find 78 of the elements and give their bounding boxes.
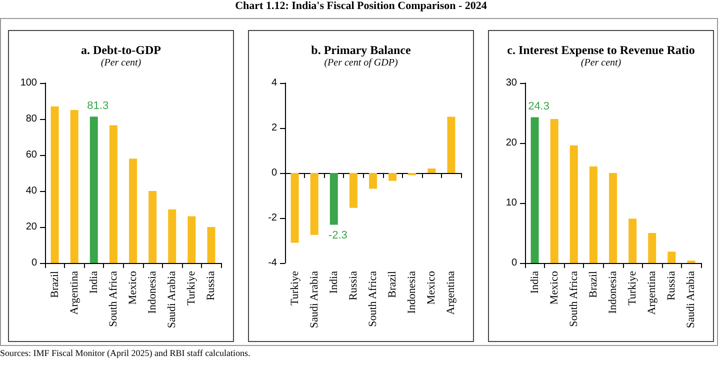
x-tick-label: Indonesia	[146, 270, 159, 314]
x-tick-label: South Africa	[568, 270, 580, 327]
x-tick-label: Indonesia	[607, 270, 619, 314]
y-tick-label: 80	[26, 114, 38, 124]
x-tick-label: Mexico	[426, 270, 438, 305]
bar	[668, 252, 676, 263]
chart-title: b. Primary Balance	[311, 43, 412, 57]
y-tick-label: 10	[506, 198, 518, 208]
y-tick-label: 40	[26, 186, 38, 196]
bar	[90, 116, 98, 263]
y-tick-label: 20	[506, 138, 518, 148]
x-tick-label: Russia	[205, 270, 218, 300]
x-tick-label: Brazil	[48, 271, 61, 298]
bar	[50, 106, 59, 263]
y-tick-label: 4	[271, 78, 278, 88]
bar	[609, 173, 617, 263]
y-tick-label: 30	[506, 78, 518, 88]
x-tick-label: Mexico	[548, 270, 560, 305]
x-tick-label: Turkiye	[288, 270, 301, 306]
caption: Chart 1.12: India's Fiscal Position Comparison - 2024	[234, 0, 488, 12]
x-tick-label: Brazil	[587, 271, 600, 298]
y-tick-label: 0	[31, 258, 38, 268]
data-label: 24.3	[528, 100, 550, 113]
bar	[188, 216, 196, 263]
x-tick-label: India	[528, 270, 541, 294]
bar	[388, 173, 397, 181]
chart-title: c. Interest Expense to Revenue Ratio	[507, 43, 695, 57]
x-tick-label: Saudi Arabia	[685, 270, 698, 328]
x-tick-label: Argentina	[445, 270, 458, 315]
y-tick-label: 20	[26, 222, 38, 232]
x-tick-label: Saudi Arabia	[166, 270, 178, 328]
y-tick-label: 60	[26, 150, 38, 160]
data-label: -2.3	[328, 229, 348, 242]
x-tick-label: India	[88, 270, 100, 294]
bar	[648, 233, 656, 263]
y-tick-label: 0	[271, 168, 278, 178]
chart-title: a. Debt-to-GDP	[81, 43, 161, 57]
y-tick-label: 100	[20, 78, 38, 88]
bar	[349, 173, 358, 208]
bar	[570, 145, 578, 263]
x-tick-label: Russia	[666, 270, 678, 300]
bar	[310, 173, 318, 235]
x-tick-label: Argentina	[646, 270, 658, 315]
bar	[550, 119, 558, 263]
bar	[428, 168, 436, 173]
y-tick-label: 0	[511, 258, 518, 268]
bar	[530, 117, 539, 263]
y-tick-label: -2	[268, 212, 278, 224]
x-tick-label: Turkiye	[186, 270, 198, 306]
x-tick-label: India	[328, 270, 340, 294]
x-tick-label: Brazil	[386, 271, 399, 298]
bar	[168, 209, 176, 263]
bar	[589, 166, 598, 263]
bar	[207, 227, 216, 263]
x-tick-label: Mexico	[127, 270, 139, 305]
x-tick-label: Argentina	[68, 270, 80, 315]
x-tick-label: South Africa	[107, 270, 120, 327]
bar	[628, 218, 637, 263]
chart-subtitle: (Per cent of GDP)	[324, 58, 398, 68]
bar	[330, 173, 338, 225]
x-tick-label: Saudi Arabia	[308, 270, 320, 328]
bar	[369, 173, 377, 189]
y-tick-label: 2	[271, 122, 278, 134]
data-label: 81.3	[87, 100, 109, 112]
bar	[447, 116, 456, 173]
chart-subtitle: (Per cent)	[580, 58, 622, 68]
x-tick-label: Russia	[347, 270, 360, 300]
x-tick-label: Turkiye	[626, 270, 639, 306]
x-tick-label: Indonesia	[406, 270, 418, 314]
x-tick-label: South Africa	[367, 270, 379, 327]
bar	[148, 191, 157, 263]
y-tick-label: -4	[268, 258, 278, 268]
source-note: Sources: IMF Fiscal Monitor (April 2025) and RBI staff calculations.	[0, 348, 250, 358]
bar	[129, 158, 137, 263]
bar	[290, 173, 299, 243]
bar	[70, 110, 78, 263]
bar	[109, 125, 118, 263]
chart-subtitle: (Per cent)	[100, 58, 142, 68]
